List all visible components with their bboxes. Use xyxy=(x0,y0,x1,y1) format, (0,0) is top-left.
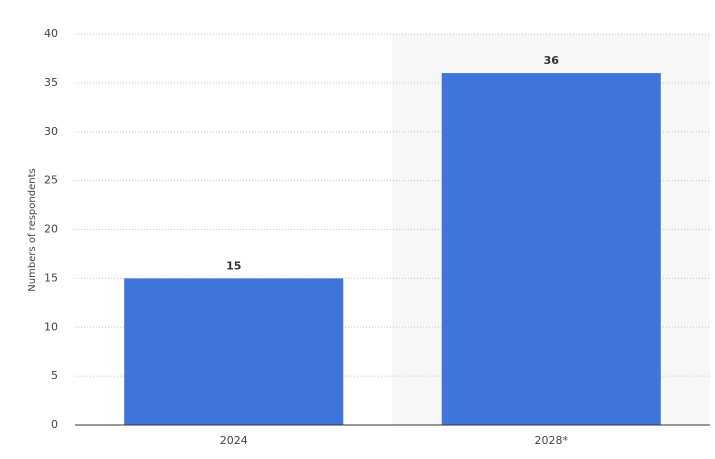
y-axis-label: Numbers of respondents xyxy=(27,168,38,291)
y-tick-label: 0 xyxy=(51,418,58,431)
data-label: 36 xyxy=(544,54,560,67)
data-label: 15 xyxy=(226,259,241,272)
y-tick-label: 30 xyxy=(44,125,58,138)
y-tick-label: 20 xyxy=(44,223,58,236)
y-tick-label: 25 xyxy=(44,174,58,187)
y-tick-label: 35 xyxy=(44,76,58,89)
y-tick-label: 5 xyxy=(51,369,58,382)
x-tick-label: 2024 xyxy=(220,434,248,447)
y-tick-label: 15 xyxy=(44,271,58,284)
y-tick-label: 40 xyxy=(44,27,58,40)
bar xyxy=(124,278,344,425)
bar xyxy=(441,73,661,425)
x-tick-label: 2028* xyxy=(535,434,569,447)
y-tick-label: 10 xyxy=(44,320,58,333)
